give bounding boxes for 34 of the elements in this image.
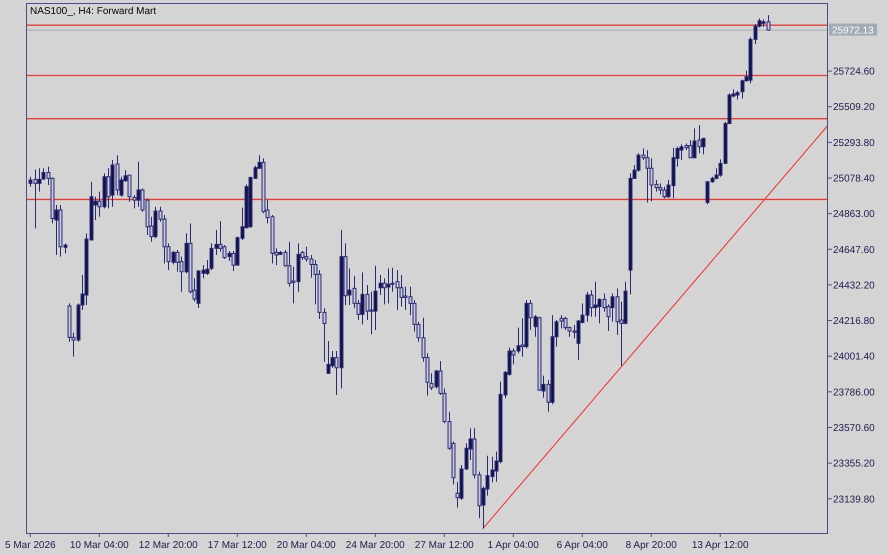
y-tick-label: 24001.40 xyxy=(833,352,876,363)
y-tick-label: 23570.60 xyxy=(833,422,876,434)
x-tick-label: 13 Apr 12:00 xyxy=(692,540,749,551)
candlestick xyxy=(646,150,650,203)
y-tick-label: 24432.20 xyxy=(833,280,876,292)
x-tick-label: 20 Mar 04:00 xyxy=(276,540,336,551)
x-tick-label: 6 Apr 04:00 xyxy=(556,540,608,551)
x-tick-label: 5 Mar 2026 xyxy=(5,540,56,551)
x-tick-label: 10 Mar 04:00 xyxy=(70,540,130,551)
y-tick-label: 25724.60 xyxy=(833,66,876,78)
y-tick-label: 25509.20 xyxy=(833,102,876,114)
candlestick xyxy=(326,340,330,374)
x-tick-label: 1 Apr 04:00 xyxy=(488,540,540,551)
line-series xyxy=(482,124,828,529)
y-tick-label: 24647.60 xyxy=(833,244,876,256)
y-tick-label: 23355.20 xyxy=(833,458,876,470)
candlestick xyxy=(374,265,378,330)
y-tick-label: 24863.00 xyxy=(833,209,876,220)
x-tick-label: 8 Apr 20:00 xyxy=(626,540,678,551)
y-tick-label: 23786.00 xyxy=(833,387,876,398)
x-tick-label: 27 Mar 12:00 xyxy=(414,540,474,551)
candlestick xyxy=(386,268,390,304)
chart-title: NAS100_, H4: Forward Mart xyxy=(30,6,156,17)
candlestick xyxy=(658,182,662,195)
y-tick-label: 23139.80 xyxy=(833,494,876,506)
x-tick-label: 12 Mar 20:00 xyxy=(138,540,198,551)
candlestick xyxy=(736,90,740,100)
y-tick-label: 25078.40 xyxy=(833,174,876,184)
candlestick xyxy=(136,161,140,208)
ref-line-label: 25972.13 xyxy=(832,26,874,37)
y-tick-label: 25293.80 xyxy=(833,138,876,149)
x-tick-label: 17 Mar 12:00 xyxy=(208,540,268,551)
y-tick-label: 24216.80 xyxy=(833,316,876,328)
x-tick-label: 24 Mar 20:00 xyxy=(346,540,406,551)
